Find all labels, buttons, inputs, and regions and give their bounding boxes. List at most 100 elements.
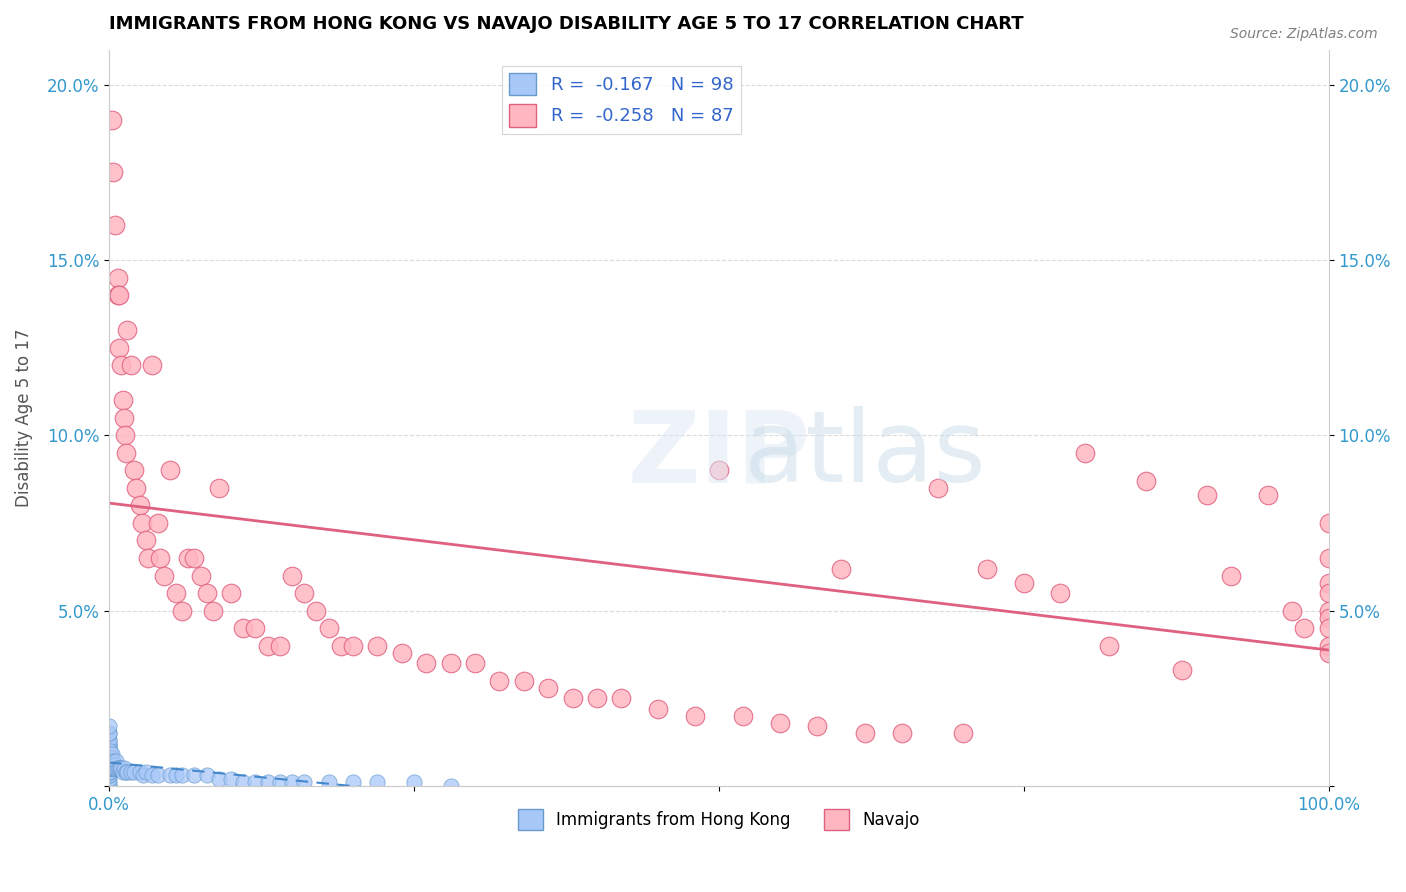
Point [318,775,340,789]
Point [98,779,121,793]
Point [329,639,352,653]
Point [98,733,121,747]
Point [98,726,121,740]
Point [112,410,135,425]
Point [110,761,132,775]
Point [707,463,730,477]
Point [101,757,124,772]
Point [98,761,121,775]
Point [98,754,121,768]
Point [769,715,792,730]
Point [342,775,364,789]
Point [488,673,510,688]
Point [98,744,121,758]
Point [105,761,128,775]
Point [853,726,876,740]
Point [153,568,176,582]
Point [120,358,142,372]
Point [108,761,131,775]
Point [98,740,121,755]
Point [100,747,122,762]
Point [177,551,200,566]
Point [890,726,912,740]
Point [117,323,139,337]
Point [100,750,122,764]
Point [366,775,388,789]
Point [1049,586,1071,600]
Point [108,288,131,302]
Point [195,586,218,600]
Point [98,750,121,764]
Point [114,428,136,442]
Point [146,516,169,530]
Point [342,639,364,653]
Point [201,603,224,617]
Point [439,656,461,670]
Point [110,358,132,372]
Point [1220,568,1243,582]
Point [415,656,437,670]
Point [98,750,121,764]
Point [219,772,242,786]
Point [98,747,121,762]
Point [117,764,139,779]
Point [107,761,129,775]
Point [183,551,205,566]
Point [1012,575,1035,590]
Point [101,754,124,768]
Point [122,764,145,779]
Point [1135,474,1157,488]
Point [98,754,121,768]
Point [1195,488,1218,502]
Point [98,744,121,758]
Point [806,719,828,733]
Point [98,726,121,740]
Point [647,701,669,715]
Point [256,775,278,789]
Point [98,744,121,758]
Point [98,761,121,775]
Point [98,757,121,772]
Point [107,270,129,285]
Point [245,775,267,789]
Point [98,757,121,772]
Point [610,691,633,706]
Point [1317,603,1340,617]
Point [1294,621,1316,635]
Point [98,750,121,764]
Point [159,768,181,782]
Point [208,772,231,786]
Point [98,754,121,768]
Point [112,761,135,775]
Point [103,757,125,772]
Point [292,586,315,600]
Point [98,747,121,762]
Point [98,757,121,772]
Point [165,768,187,782]
Point [98,754,121,768]
Point [195,768,218,782]
Point [1281,603,1303,617]
Point [927,481,949,495]
Point [98,750,121,764]
Point [98,740,121,755]
Point [281,568,304,582]
Point [100,754,122,768]
Point [537,681,560,695]
Point [149,551,172,566]
Point [131,516,153,530]
Point [1074,446,1097,460]
Point [98,775,121,789]
Point [98,779,121,793]
Point [190,568,212,582]
Point [256,639,278,653]
Point [98,761,121,775]
Point [269,639,291,653]
Point [269,775,291,789]
Point [1257,488,1279,502]
Point [513,673,536,688]
Point [561,691,583,706]
Point [1317,586,1340,600]
Point [128,764,150,779]
Point [439,779,461,793]
